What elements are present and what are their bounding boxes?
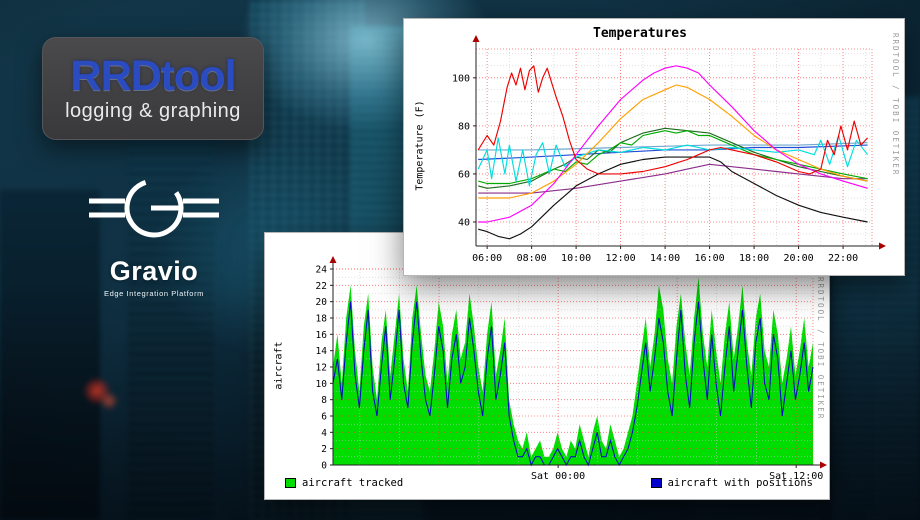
- svg-text:10: 10: [316, 379, 328, 390]
- svg-text:80: 80: [458, 121, 470, 132]
- legend-item-tracked: aircraft tracked: [285, 477, 403, 489]
- temperatures-chart: 40 60 80 100 06:00 08:00 10:00 12:00 14:00 16:00 1…: [452, 35, 886, 264]
- gravio-logo-name: Gravio: [109, 256, 199, 286]
- svg-text:60: 60: [458, 169, 470, 180]
- blue-swatch-icon: [650, 478, 662, 488]
- svg-text:Sat 00:00: Sat 00:00: [531, 471, 585, 482]
- svg-text:24: 24: [316, 265, 328, 276]
- svg-text:2: 2: [321, 444, 327, 455]
- svg-text:8: 8: [321, 395, 327, 406]
- svg-text:18:00: 18:00: [739, 253, 769, 264]
- temperatures-chart-title: Temperatures: [593, 26, 687, 41]
- svg-text:22:00: 22:00: [828, 253, 858, 264]
- temperatures-y-axis-label: Temperature (F): [414, 100, 426, 191]
- svg-text:100: 100: [452, 73, 470, 84]
- temperatures-graph-panel: 40 60 80 100 06:00 08:00 10:00 12:00 14:00 16:00 1…: [403, 18, 905, 276]
- svg-text:20:00: 20:00: [784, 253, 814, 264]
- svg-text:6: 6: [321, 412, 327, 423]
- aircraft-graph-panel: 0 2 4 6 8 10 12 14 16 18 20 22 24 Sat 00:00 Sat 12:00 …: [264, 232, 830, 500]
- svg-text:16:00: 16:00: [695, 253, 725, 264]
- svg-text:16: 16: [316, 330, 328, 341]
- green-swatch-icon: [285, 478, 296, 488]
- svg-text:20: 20: [316, 297, 328, 308]
- svg-text:14:00: 14:00: [650, 253, 680, 264]
- svg-text:40: 40: [458, 217, 470, 228]
- legend-label-tracked: aircraft tracked: [302, 477, 404, 489]
- svg-text:18: 18: [316, 314, 328, 325]
- gravio-logo-icon: [89, 178, 219, 238]
- aircraft-legend: aircraft tracked aircraft with positions: [265, 477, 829, 493]
- rrdtool-logo: RRDtool logging & graphing: [42, 37, 264, 140]
- gravio-logo: Gravio Edge Integration Platform: [66, 166, 242, 298]
- aircraft-y-axis-label: aircraft: [273, 341, 285, 390]
- svg-text:06:00: 06:00: [472, 253, 502, 264]
- rrdtool-credit-vertical: RRDTOOL / TOBI OETIKER: [816, 277, 825, 421]
- legend-label-positions: aircraft with positions: [667, 477, 813, 489]
- rrdtool-logo-subtitle: logging & graphing: [65, 99, 241, 122]
- svg-text:4: 4: [321, 428, 327, 439]
- svg-text:12: 12: [316, 363, 327, 374]
- svg-text:12:00: 12:00: [606, 253, 636, 264]
- svg-text:14: 14: [316, 346, 328, 357]
- svg-text:Sat 12:00: Sat 12:00: [769, 471, 823, 482]
- gravio-logo-tagline: Edge Integration Platform: [103, 289, 205, 298]
- svg-text:08:00: 08:00: [517, 253, 547, 264]
- svg-text:10:00: 10:00: [561, 253, 591, 264]
- rrdtool-logo-title: RRDtool: [70, 51, 237, 100]
- legend-item-positions: aircraft with positions: [650, 477, 813, 489]
- rrdtool-credit-vertical: RRDTOOL / TOBI OETIKER: [891, 33, 900, 177]
- svg-text:0: 0: [321, 461, 327, 472]
- svg-text:22: 22: [316, 281, 327, 292]
